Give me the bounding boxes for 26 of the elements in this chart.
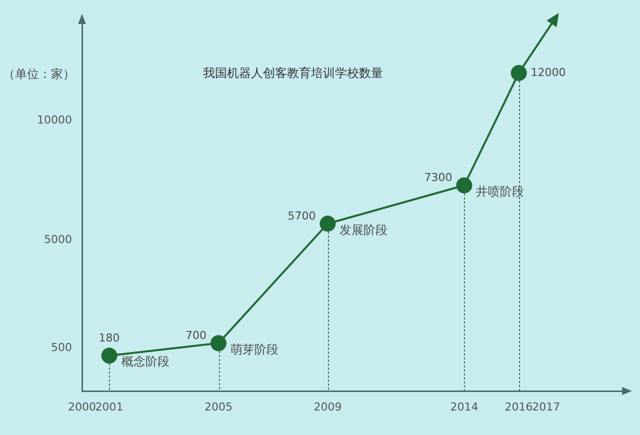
annotation: 井喷阶段 [476,184,524,198]
point [101,348,118,364]
text: 我国机器人创客教育培训学校数量 [202,66,383,80]
data-label: 7300 [424,171,452,184]
point [456,177,472,194]
y-tick-label: 5000 [44,233,72,246]
y-axis-title: （单位：家） [3,67,75,82]
x-tick-label: 2014 [450,400,478,414]
y-tick-label: 500 [51,340,72,354]
x-tick-label: 2005 [204,400,232,414]
x-tick-label: 2016 [504,400,533,414]
x-tick-label: 2017 [532,400,560,414]
point [210,335,226,352]
x-tick-label: 2000 [68,400,96,414]
y-tick-label: 10000 [37,114,72,127]
x-tick-label: 2001 [95,400,124,414]
point [320,216,336,232]
data-label: 180 [98,331,120,344]
point [510,64,527,81]
data-label: 12000 [530,66,566,79]
data-label: 5700 [288,209,316,222]
data-label: 700 [186,329,206,342]
x-tick-label: 2009 [314,400,342,414]
annotation: 概念阶段 [121,354,170,369]
annotation: 发展阶段 [340,222,388,237]
annotation: 萌芽阶段 [230,342,278,356]
